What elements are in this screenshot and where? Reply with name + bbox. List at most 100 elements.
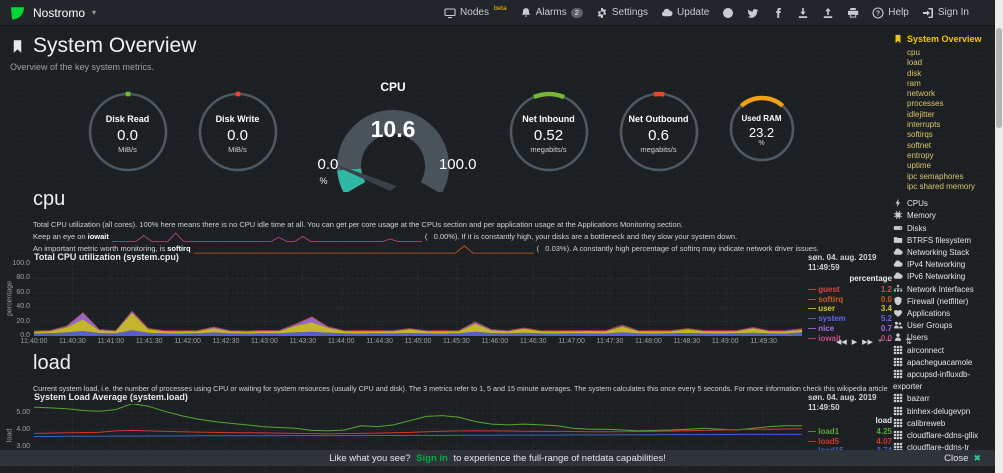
nav-label: Help xyxy=(888,7,909,18)
x-tick-label: 11:41:30 xyxy=(135,338,163,345)
sidebar-item-memory[interactable]: Memory xyxy=(893,210,993,222)
gauge-disk-read[interactable]: Disk Read 0.0 MiB/s xyxy=(86,90,170,174)
legend-row-softirq[interactable]: — softirq 0.0 xyxy=(808,294,892,304)
sidebar-item-cloudflare-ddns-tr[interactable]: cloudflare-ddns-tr xyxy=(893,442,993,454)
print-icon xyxy=(847,7,859,19)
nav-facebook[interactable] xyxy=(772,7,784,19)
load-chart-datetime: søn. 04. aug. 2019 11:49:50 xyxy=(808,393,877,412)
sidebar-item-apcupsd-influxdb-exporter[interactable]: apcupsd-influxdb-exporter xyxy=(893,369,993,393)
sidebar-item-label: CPUs xyxy=(907,199,928,209)
gauge-cpu[interactable]: CPU 10.6 0.0 100.0% xyxy=(306,80,481,192)
sidebar-item-btrfs-filesystem[interactable]: BTRFS filesystem xyxy=(893,235,993,247)
footer-close-button[interactable]: Close ✖ xyxy=(944,452,981,464)
nav-menu: Nodes beta Alarms 2 Settings Update ? Help Sign … xyxy=(444,5,969,19)
gauge-net-inbound[interactable]: Net Inbound 0.52 megabits/s xyxy=(507,90,591,174)
cloud-update-icon xyxy=(661,7,673,19)
nav-alarms[interactable]: Alarms 2 xyxy=(520,7,583,19)
sidebar-item-applications[interactable]: Applications xyxy=(893,308,993,320)
nav-signin[interactable]: Sign In xyxy=(922,7,969,19)
sidebar-item-binhex-delugevpn[interactable]: binhex-delugevpn xyxy=(893,406,993,418)
sidebar-item-cpus[interactable]: CPUs xyxy=(893,198,993,210)
cpu-chart-datetime: søn. 04. aug. 2019 11:49:59 xyxy=(808,253,877,272)
sidebar-item-entropy[interactable]: entropy xyxy=(907,150,934,160)
load-section-heading: load xyxy=(33,352,71,374)
sidebar-item-processes[interactable]: processes xyxy=(907,99,944,109)
sidebar-item-user-groups[interactable]: User Groups xyxy=(893,320,993,332)
nav-help[interactable]: ? Help xyxy=(872,6,909,19)
nav-label: Sign In xyxy=(937,7,969,18)
nav-left: Nostromo ▾ xyxy=(10,5,96,21)
hostname[interactable]: Nostromo xyxy=(33,5,86,20)
sidebar-item-apacheguacamole[interactable]: apacheguacamole xyxy=(893,357,993,369)
gauge-disk-write[interactable]: Disk Write 0.0 MiB/s xyxy=(196,90,280,174)
chevron-down-icon[interactable]: ▾ xyxy=(92,8,97,17)
folder-icon xyxy=(893,235,903,245)
legend-row-user[interactable]: — user 3.4 xyxy=(808,304,892,314)
gauge-used-ram[interactable]: Used RAM 23.2% xyxy=(727,94,797,164)
sidebar-item-ram[interactable]: ram xyxy=(907,78,921,88)
sidebar-item-ipv4-networking[interactable]: IPv4 Networking xyxy=(893,259,993,271)
page-scrollbar[interactable] xyxy=(995,0,1003,473)
sidebar-item-users[interactable]: Users xyxy=(893,332,993,344)
sidebar-item-network[interactable]: network xyxy=(907,89,936,99)
legend-row-load5[interactable]: — load5 4.07 xyxy=(808,436,892,446)
sidebar-item-uptime[interactable]: uptime xyxy=(907,161,932,171)
sidebar-item-cpu[interactable]: cpu xyxy=(907,48,920,57)
sidebar-item-label: Firewall (netfilter) xyxy=(907,296,969,306)
sidebar-item-load[interactable]: load xyxy=(907,58,923,68)
legend-row-guest[interactable]: — guest 1.2 xyxy=(808,285,892,294)
sidebar-item-softnet[interactable]: softnet xyxy=(907,140,932,150)
legend-row-iowait[interactable]: — iowait 0.0 xyxy=(808,333,892,343)
sidebar-item-cloudflare-ddns-gllix[interactable]: cloudflare-ddns-gllix xyxy=(893,430,993,442)
play-button[interactable]: ▶ xyxy=(851,338,858,346)
sign-in-icon xyxy=(922,7,934,19)
sidebar-item-calibreweb[interactable]: calibreweb xyxy=(893,418,993,430)
nav-print[interactable] xyxy=(847,7,859,19)
nav-import[interactable] xyxy=(797,7,809,19)
sidebar-item-firewall-netfilter[interactable]: Firewall (netfilter) xyxy=(893,296,993,308)
sidebar-item-airconnect[interactable]: airconnect xyxy=(893,345,993,357)
legend-row-nice[interactable]: — nice 0.7 xyxy=(808,323,892,333)
legend-row-system[interactable]: — system 5.2 xyxy=(808,314,892,324)
sidebar-item-system-overview[interactable]: System Overview xyxy=(893,34,993,44)
sidebar-item-label: Network Interfaces xyxy=(907,284,974,294)
nav-twitter[interactable] xyxy=(747,7,759,19)
sidebar-item-networking-stack[interactable]: Networking Stack xyxy=(893,247,993,259)
zoom-out-button[interactable]: − xyxy=(887,338,892,345)
cubes-icon xyxy=(893,345,903,355)
pan-backward-button[interactable]: ◀◀ xyxy=(836,338,847,346)
netdata-logo[interactable] xyxy=(10,5,26,21)
zoom-in-button[interactable]: + xyxy=(877,338,883,345)
sidebar-item-network-interfaces[interactable]: Network Interfaces xyxy=(893,284,993,296)
nav-github[interactable] xyxy=(722,7,734,19)
nav-settings[interactable]: Settings xyxy=(596,7,648,19)
user-icon xyxy=(893,332,903,342)
sidebar-item-label: apcupsd-influxdb-exporter xyxy=(893,370,971,392)
x-tick-label: 11:44:00 xyxy=(327,338,355,345)
footer-sign-in-link[interactable]: Sign in xyxy=(416,452,448,464)
sidebar-item-softirqs[interactable]: softirqs xyxy=(907,130,933,140)
sidebar-item-idlejitter[interactable]: idlejitter xyxy=(907,109,935,119)
resize-handle[interactable]: ⇅ xyxy=(905,337,912,346)
sidebar-item-bazarr[interactable]: bazarr xyxy=(893,393,993,405)
cpu-chart-canvas[interactable] xyxy=(34,264,802,336)
cubes-icon xyxy=(893,357,903,367)
sidebar-item-label: User Groups xyxy=(907,321,953,331)
load-intro-text: Current system load, i.e. the number of … xyxy=(33,384,888,393)
sidebar-item-ipc-semaphores[interactable]: ipc semaphores xyxy=(907,171,964,181)
cubes-icon xyxy=(893,369,903,379)
sidebar-item-disk[interactable]: disk xyxy=(907,68,922,78)
sidebar-item-interrupts[interactable]: interrupts xyxy=(907,120,941,130)
sidebar-item-disks[interactable]: Disks xyxy=(893,223,993,235)
nav-update[interactable]: Update xyxy=(661,7,709,19)
nav-export[interactable] xyxy=(822,7,834,19)
pan-forward-button[interactable]: ▶▶ xyxy=(862,338,873,346)
sidebar-item-ipv6-networking[interactable]: IPv6 Networking xyxy=(893,271,993,283)
legend-row-load1[interactable]: — load1 4.25 xyxy=(808,427,892,436)
gauge-net-outbound[interactable]: Net Outbound 0.6 megabits/s xyxy=(617,90,701,174)
y-tick-label: 3.00 xyxy=(16,443,30,450)
nav-nodes[interactable]: Nodes beta xyxy=(444,5,507,19)
sidebar-item-ipc-shared-memory[interactable]: ipc shared memory xyxy=(907,181,976,191)
scrollbar-thumb[interactable] xyxy=(996,28,1002,128)
nav-label: Alarms xyxy=(535,7,567,18)
